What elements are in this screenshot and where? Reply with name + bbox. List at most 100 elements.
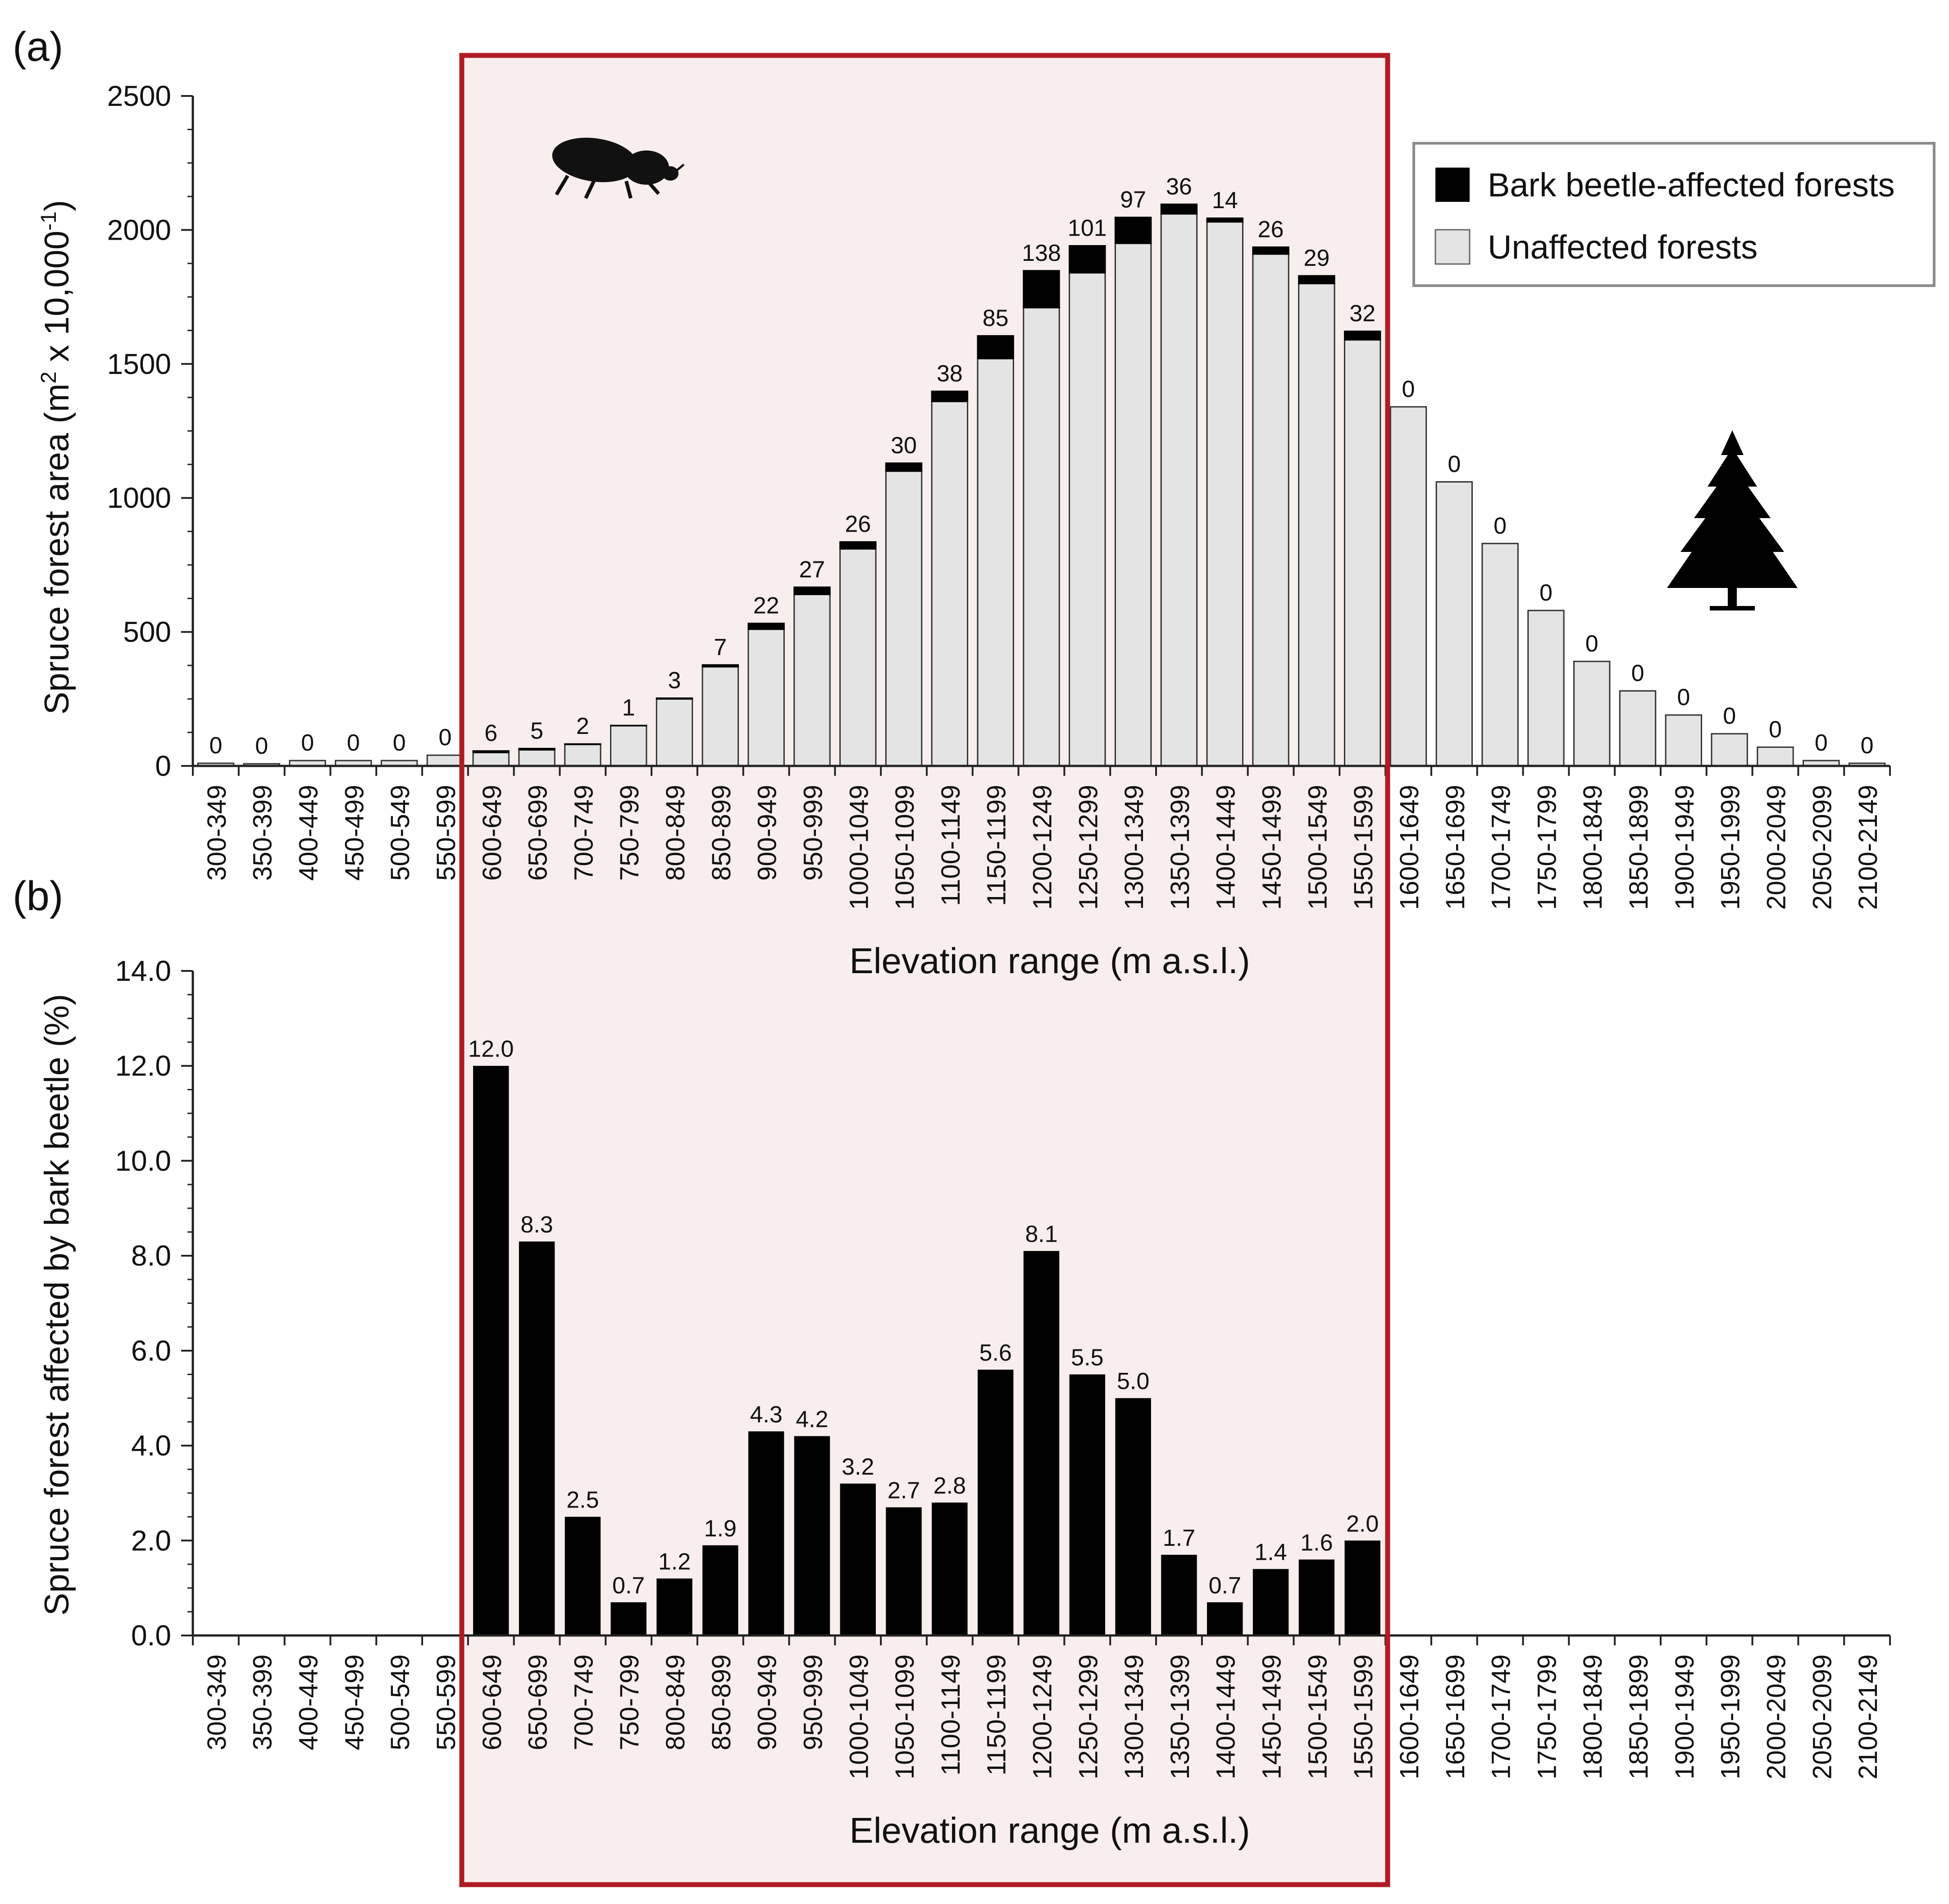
bar-affected <box>472 750 510 753</box>
panel-a-x-tick-label: 1300-1349 <box>1120 785 1149 910</box>
bar-value-label: 22 <box>753 593 779 619</box>
panel-a-x-tick-label: 350-399 <box>248 785 278 881</box>
bar-affected <box>610 724 647 727</box>
bar-value-label: 5 <box>530 718 543 744</box>
panel-a-x-tick-label: 1950-1999 <box>1716 785 1745 910</box>
panel-a-x-tick-label: 2100-2149 <box>1853 785 1883 910</box>
panel-a-x-tick-label: 750-799 <box>615 785 644 881</box>
legend-box <box>1412 142 1935 287</box>
panel-a-bar-labels: 0 0 0 0 0 0 6 5 2 1 3 7 22 27 26 30 38 85 138 101 97 36 14 26 29… <box>209 173 1873 759</box>
panel-b-x-tick-label: 1100-1149 <box>936 1654 965 1776</box>
bar-value-label: 0 <box>393 730 406 756</box>
bar-percent-affected <box>1252 1569 1289 1635</box>
panel-a-y-tick-label: 2000 <box>107 214 171 246</box>
panel-b-x-tick-label: 2000-2049 <box>1762 1654 1791 1779</box>
panel-b-y-tick-label: 2.0 <box>131 1524 171 1557</box>
bar-unaffected <box>1389 406 1427 767</box>
bar-percent-affected <box>1069 1374 1106 1635</box>
panel-a-x-tick-label: 500-549 <box>386 785 415 881</box>
panel-a-bars <box>197 203 1886 767</box>
bar-unaffected <box>1711 733 1748 767</box>
bar-value-label: 0 <box>1769 716 1782 742</box>
panel-a-x-tick-label: 700-749 <box>569 785 598 881</box>
bar-percent-affected <box>977 1370 1014 1635</box>
panel-b-x-tick-label: 850-899 <box>707 1654 736 1750</box>
bar-value-label: 2.5 <box>566 1487 599 1513</box>
bar-unaffected <box>793 593 831 767</box>
panel-b-x-tick-label: 1450-1499 <box>1257 1654 1287 1779</box>
bar-percent-affected <box>473 1066 509 1635</box>
bar-value-label: 5.0 <box>1117 1368 1149 1394</box>
bar-value-label: 1.2 <box>658 1549 691 1575</box>
panel-b-x-tick-label: 1150-1199 <box>982 1654 1011 1776</box>
legend-swatch-affected <box>1435 168 1470 202</box>
bar-value-label: 27 <box>799 556 825 583</box>
panel-b-y-tick-label: 10.0 <box>115 1144 171 1177</box>
panel-b-x-tick-label: 950-999 <box>798 1654 828 1750</box>
panel-b-x-tick-label: 400-449 <box>294 1654 323 1750</box>
bar-affected <box>518 747 556 751</box>
panel-b-y-tick-label: 6.0 <box>131 1335 171 1367</box>
bar-unaffected <box>1114 242 1152 767</box>
legend: Bark beetle-affected forests Unaffected … <box>1412 142 1935 287</box>
panel-a-x-axis: 300-349 350-399 400-449 450-499 500-549 550-5… <box>192 765 1891 910</box>
bar-percent-affected <box>1344 1540 1380 1635</box>
bar-value-label: 29 <box>1303 245 1330 271</box>
bar-percent-affected <box>1115 1398 1151 1635</box>
panel-a-y-tick-label: 500 <box>123 616 171 648</box>
panel-a-x-tick-label: 1150-1199 <box>982 785 1011 906</box>
bar-value-label: 0.7 <box>612 1572 645 1599</box>
bar-percent-affected <box>932 1503 968 1635</box>
bar-value-label: 138 <box>1022 240 1061 266</box>
bar-percent-affected <box>1298 1559 1335 1635</box>
bar-unaffected <box>1160 213 1198 767</box>
bar-value-label: 1 <box>622 695 635 721</box>
bar-value-label: 0 <box>1815 730 1828 756</box>
panel-b-x-tick-label: 700-749 <box>569 1654 598 1750</box>
bar-affected <box>747 623 785 630</box>
bar-value-label: 0 <box>1677 684 1690 711</box>
bar-unaffected <box>885 470 923 767</box>
panel-a-x-tick-label: 1850-1899 <box>1624 785 1653 910</box>
bar-value-label: 0.7 <box>1209 1572 1241 1599</box>
bar-percent-affected <box>1023 1251 1060 1635</box>
bar-percent-affected <box>886 1507 922 1635</box>
bar-value-label: 14 <box>1212 187 1238 214</box>
panel-a-x-tick-label: 1900-1949 <box>1670 785 1699 910</box>
panel-b-x-tick-label: 1200-1249 <box>1028 1654 1057 1779</box>
bar-value-label: 2.8 <box>934 1473 966 1499</box>
panel-a-label: (a) <box>13 24 63 70</box>
panel-b-x-tick-label: 1050-1099 <box>890 1654 920 1779</box>
panel-b-x-tick-label: 1500-1549 <box>1303 1654 1332 1779</box>
panel-a-x-tick-label: 900-949 <box>753 785 782 881</box>
bar-unaffected <box>518 749 556 767</box>
bar-value-label: 0 <box>1402 376 1415 402</box>
panel-a-x-tick-label: 400-449 <box>294 785 323 881</box>
bar-value-label: 1.4 <box>1254 1540 1287 1566</box>
bar-unaffected <box>1435 481 1473 767</box>
panel-b-x-tick-label: 750-799 <box>615 1654 644 1750</box>
bar-value-label: 5.6 <box>979 1340 1012 1366</box>
bar-affected <box>1114 216 1152 244</box>
bar-value-label: 32 <box>1349 301 1375 327</box>
panel-b-x-tick-label: 500-549 <box>386 1654 415 1750</box>
panel-b-y-axis: 0.0 2.0 4.0 6.0 8.0 10.0 12.0 14.0 <box>115 955 194 1652</box>
bar-value-label: 30 <box>891 433 917 459</box>
bar-value-label: 0 <box>438 724 451 751</box>
panel-b-x-tick-label: 300-349 <box>202 1654 232 1750</box>
bar-percent-affected <box>565 1517 601 1635</box>
panel-b-x-tick-label: 1000-1049 <box>844 1654 874 1779</box>
panel-a-x-tick-label: 1650-1699 <box>1441 785 1470 910</box>
bar-affected <box>1298 275 1335 284</box>
panel-b-y-tick-label: 14.0 <box>115 955 171 987</box>
panel-b-x-tick-label: 2050-2099 <box>1808 1654 1837 1779</box>
panel-b-x-tick-label: 1250-1299 <box>1074 1654 1103 1779</box>
panel-a-x-tick-label: 1000-1049 <box>844 785 874 910</box>
panel-a-x-tick-label: 1700-1749 <box>1487 785 1516 910</box>
bark-beetle-icon <box>552 137 685 199</box>
panel-a-x-tick-label: 1500-1549 <box>1303 785 1332 910</box>
panel-a-y-tick-label: 2500 <box>107 80 171 112</box>
bar-percent-affected <box>702 1545 738 1635</box>
bar-value-label: 0 <box>209 733 222 759</box>
